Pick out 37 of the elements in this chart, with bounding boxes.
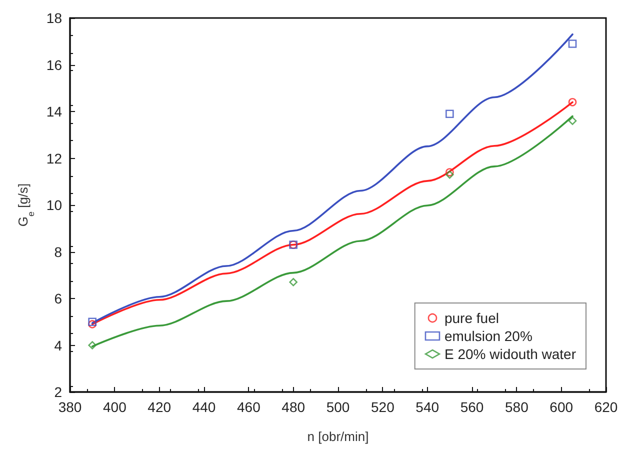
x-tick-label: 600 xyxy=(550,399,574,415)
y-tick-label: 14 xyxy=(46,104,62,120)
legend-label: emulsion 20% xyxy=(444,328,532,344)
point xyxy=(568,116,577,125)
x-tick-label: 480 xyxy=(282,399,306,415)
x-tick-label: 460 xyxy=(236,399,261,415)
point xyxy=(446,168,454,176)
x-tick-label: 400 xyxy=(102,399,127,415)
y-tick-label: 12 xyxy=(46,150,62,166)
x-tick-label: 380 xyxy=(58,399,82,415)
point xyxy=(568,40,577,48)
y-tick-label: 16 xyxy=(46,56,62,73)
point xyxy=(88,318,96,326)
x-tick-label: 500 xyxy=(326,399,350,415)
y-axis-title: Ge [g/s] xyxy=(16,183,36,227)
y-tick-label: 2 xyxy=(54,384,62,400)
point xyxy=(289,278,298,286)
x-tick-label: 520 xyxy=(370,399,395,415)
y-tick-label: 4 xyxy=(54,337,62,354)
point xyxy=(568,98,577,106)
x-tick-label: 440 xyxy=(192,399,216,415)
y-tick-label: 8 xyxy=(54,244,62,260)
x-axis-title: n [obr/min] xyxy=(307,429,369,444)
point xyxy=(446,170,454,179)
x-tick-label: 620 xyxy=(594,399,618,415)
point xyxy=(446,110,454,118)
x-tick-label: 540 xyxy=(416,399,440,415)
y-tick-label: 18 xyxy=(46,10,62,26)
y-tick-label: 6 xyxy=(54,290,62,306)
point xyxy=(88,341,96,350)
legend-label: pure fuel xyxy=(444,310,499,326)
x-tick-label: 580 xyxy=(504,399,529,415)
y-tick-label: 10 xyxy=(46,197,62,213)
legend-label: E 20% widouth water xyxy=(444,346,576,362)
x-tick-label: 420 xyxy=(148,399,172,415)
x-tick-label: 560 xyxy=(460,399,484,415)
point xyxy=(88,320,96,328)
